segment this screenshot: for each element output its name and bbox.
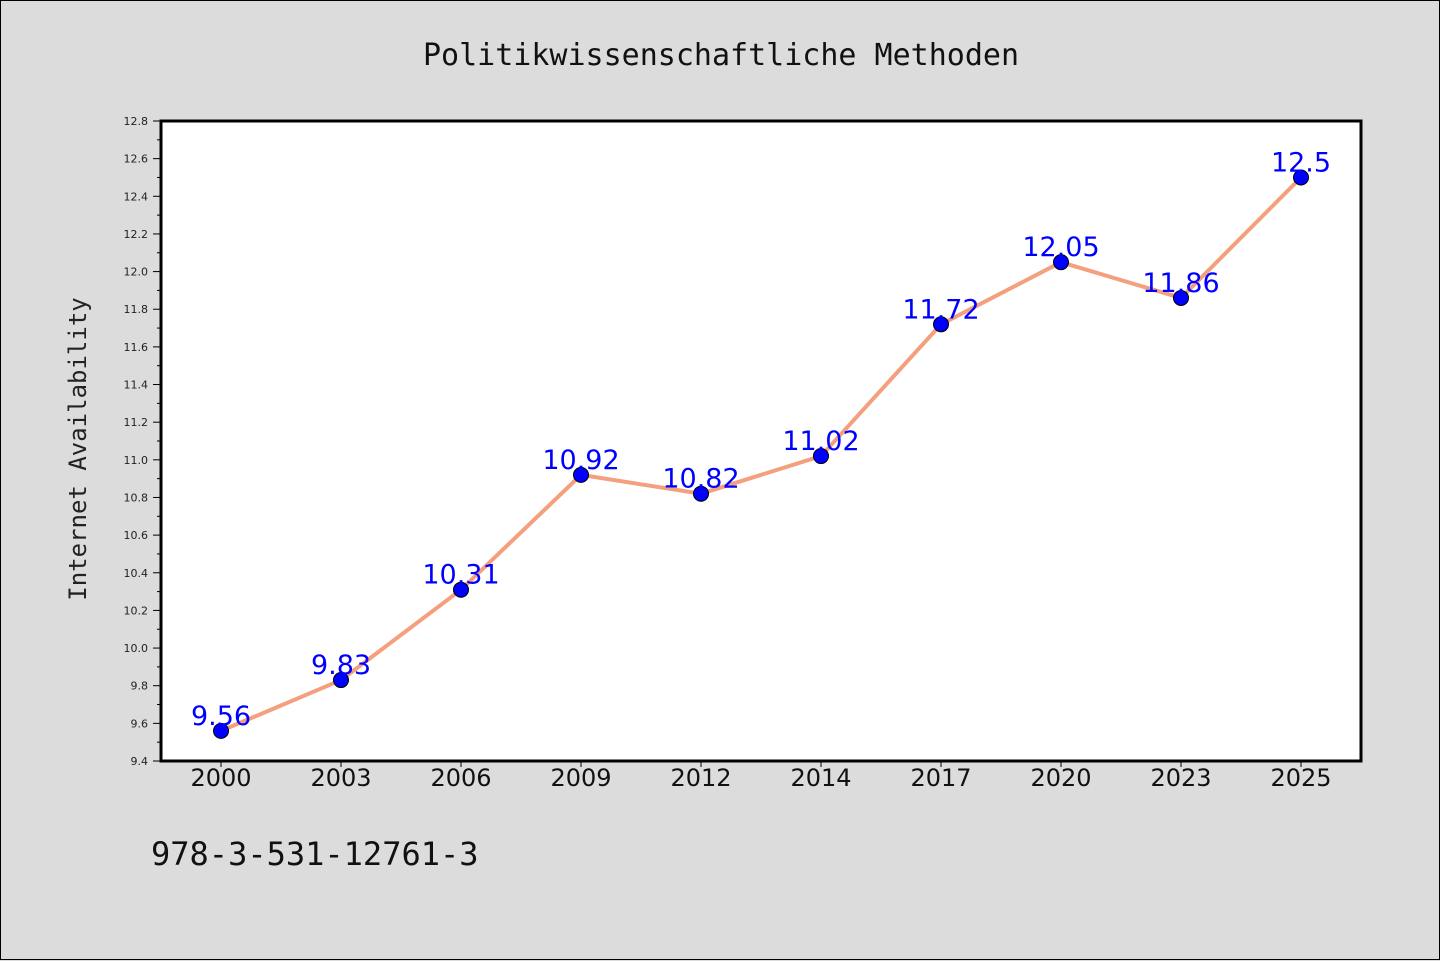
y-tick-label: 12.8	[124, 115, 149, 128]
x-tick-label: 2014	[790, 764, 851, 792]
data-point	[693, 485, 709, 502]
y-tick-label: 9.8	[131, 680, 149, 693]
y-axis-label: Internet Availability	[64, 297, 92, 600]
y-tick-label: 10.0	[124, 642, 149, 655]
y-tick-label: 11.0	[124, 454, 149, 467]
data-label-layer: 9.56 9.83 10.31 10.92 10.82 11.02 11.72 12.05 11…	[191, 147, 1331, 731]
series-layer	[213, 169, 1309, 739]
y-tick-label: 10.8	[124, 491, 149, 504]
data-point	[213, 722, 229, 739]
x-tick-label: 2023	[1150, 764, 1211, 792]
data-label: 11.02	[782, 426, 859, 457]
x-tick-label: 2006	[430, 764, 491, 792]
data-label: 11.86	[1142, 268, 1219, 299]
data-point	[453, 581, 469, 598]
data-label: 10.82	[662, 464, 739, 495]
x-tick-label: 2020	[1030, 764, 1091, 792]
x-tick-label: 2012	[670, 764, 731, 792]
y-tick-label: 11.8	[124, 303, 149, 316]
data-label: 9.83	[311, 650, 371, 681]
y-tick-label: 12.4	[124, 190, 149, 203]
x-tick-label: 2003	[310, 764, 371, 792]
data-label: 10.31	[422, 560, 499, 591]
y-tick-label: 11.2	[124, 416, 149, 429]
y-tick-label: 11.6	[124, 341, 149, 354]
y-tick-label: 10.4	[124, 567, 149, 580]
y-axis-ticks: 9.4 9.6 9.8 10.0 10.2 10.4 10.6 10.8 11.0 11.2 11.…	[124, 115, 161, 768]
y-tick-label: 9.4	[131, 755, 149, 768]
x-tick-label: 2017	[910, 764, 971, 792]
data-point	[1173, 289, 1189, 306]
y-tick-label: 9.6	[131, 717, 149, 730]
data-label: 10.92	[542, 445, 619, 476]
y-tick-label: 12.2	[124, 228, 149, 241]
x-tick-label: 2000	[190, 764, 251, 792]
data-label: 12.5	[1271, 147, 1331, 178]
plot-area	[159, 119, 1363, 763]
y-tick-label: 12.0	[124, 266, 149, 279]
y-tick-label: 12.6	[124, 153, 149, 166]
chart-title: Politikwissenschaftliche Methoden	[423, 38, 1019, 73]
x-tick-label: 2009	[550, 764, 611, 792]
data-point	[813, 448, 829, 465]
data-point	[1053, 254, 1069, 271]
data-point	[1293, 169, 1309, 186]
y-tick-label: 10.6	[124, 529, 149, 542]
series-line	[220, 176, 1303, 733]
data-label: 11.72	[902, 294, 979, 325]
data-label: 12.05	[1022, 232, 1099, 263]
y-tick-label: 11.4	[124, 379, 149, 392]
data-point	[333, 672, 349, 689]
data-label: 9.56	[191, 701, 251, 732]
data-point	[933, 316, 949, 333]
y-tick-label: 10.2	[124, 604, 149, 617]
isbn-text: 978-3-531-12761-3	[151, 835, 479, 873]
x-axis-ticks: 2000 2003 2006 2009 2012 2014 2017 2020 2023 2025	[190, 761, 1332, 792]
x-tick-label: 2025	[1270, 764, 1331, 792]
data-point	[573, 466, 589, 483]
